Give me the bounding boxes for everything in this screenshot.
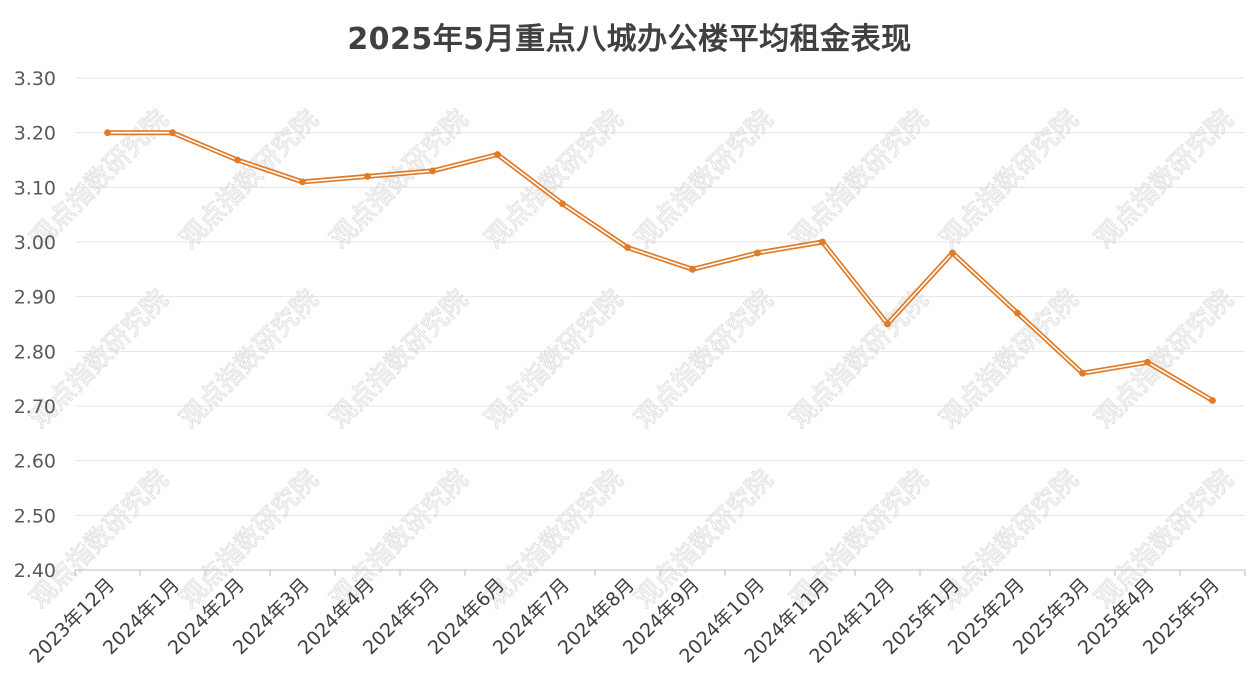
data-point <box>494 151 501 158</box>
data-point <box>689 265 696 273</box>
data-point <box>754 249 761 257</box>
gridlines <box>75 77 1245 516</box>
data-point <box>364 173 371 180</box>
data-point <box>884 320 891 328</box>
watermark-text: 观点指数研究院 <box>1089 104 1239 254</box>
series-line-inner <box>106 131 1214 402</box>
y-tick-label: 2.90 <box>14 287 56 309</box>
y-tick-label: 2.50 <box>14 505 56 527</box>
y-tick-label: 2.40 <box>14 560 56 582</box>
watermark-text: 观点指数研究院 <box>479 284 629 434</box>
data-point <box>949 249 956 257</box>
watermark-text: 观点指数研究院 <box>629 104 779 254</box>
y-tick-label: 2.60 <box>14 451 56 473</box>
watermark-text: 观点指数研究院 <box>174 284 324 434</box>
y-tick-label: 3.20 <box>14 123 56 145</box>
data-point <box>104 129 111 137</box>
watermark-layer: 观点指数研究院 观点指数研究院 观点指数研究院 观点指数研究院 观点指数研究院 观点指数研… <box>24 104 1240 615</box>
data-point <box>1144 358 1151 366</box>
y-tick-label: 3.30 <box>14 68 56 90</box>
y-tick-label: 2.80 <box>14 341 56 363</box>
data-point <box>559 200 566 208</box>
series-layer <box>104 129 1216 404</box>
y-tick-label: 2.70 <box>14 396 56 418</box>
y-tick-label: 3.10 <box>14 177 56 199</box>
watermark-text: 观点指数研究院 <box>934 104 1084 254</box>
y-tick-label: 3.00 <box>14 232 56 254</box>
watermark-text: 观点指数研究院 <box>1089 284 1239 434</box>
data-point <box>299 178 306 186</box>
y-axis: 2.40 2.50 2.60 2.70 2.80 2.90 3.00 3.10 3.20 3.30 <box>14 68 56 582</box>
data-point <box>1014 309 1021 317</box>
data-point <box>169 129 176 137</box>
data-point <box>234 156 241 164</box>
watermark-text: 观点指数研究院 <box>784 284 934 434</box>
data-point <box>1209 397 1216 404</box>
watermark-text: 观点指数研究院 <box>784 104 934 254</box>
watermark-text: 观点指数研究院 <box>629 284 779 434</box>
data-point <box>1079 369 1086 377</box>
chart-title: 2025年5月重点八城办公楼平均租金表现 <box>347 22 912 57</box>
data-point <box>819 238 826 246</box>
watermark-text: 观点指数研究院 <box>324 284 474 434</box>
data-point <box>624 244 631 251</box>
data-point <box>429 167 436 175</box>
